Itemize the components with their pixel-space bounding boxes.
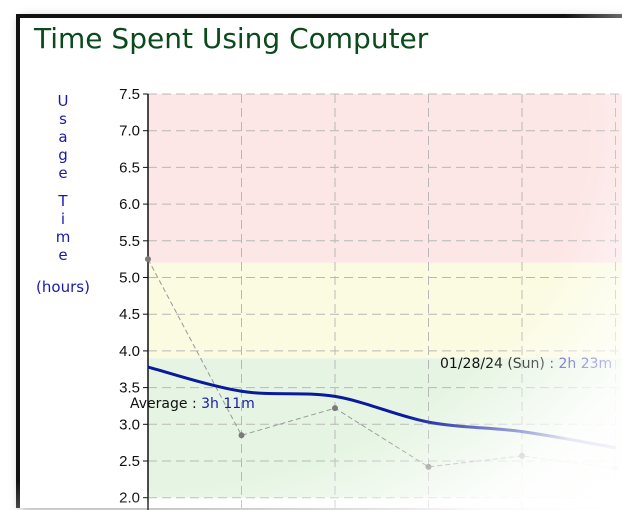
daily-usage-point (425, 463, 432, 470)
y-tick-label: 7.5 (119, 86, 140, 103)
y-tick-label: 6.0 (119, 196, 140, 213)
daily-usage-point (519, 452, 525, 459)
y-tick-label: 2.5 (119, 453, 140, 470)
daily-usage-point (612, 465, 619, 472)
daily-usage-point (145, 256, 151, 263)
y-tick-label: 4.5 (119, 306, 140, 323)
y-tick-label: 4.0 (119, 343, 140, 360)
y-tick-label: 2.0 (119, 490, 140, 507)
y-tick-label: 3.5 (119, 380, 140, 397)
daily-usage-point (238, 432, 245, 439)
y-tick-label: 6.5 (119, 159, 140, 176)
y-tick-label: 7.0 (119, 123, 140, 140)
y-axis: 7.5 7.0 6.5 6.0 5.5 5.0 4.5 4.0 3.5 3.0 2.5 2.0 (119, 86, 149, 510)
band-0 (148, 94, 622, 263)
y-tick-label: 3.0 (119, 416, 140, 433)
point-annotation: 01/28/24 (Sun) : 2h 23m (440, 356, 612, 372)
daily-usage-point (332, 405, 338, 412)
y-tick-label: 5.5 (119, 233, 140, 250)
band-2 (148, 358, 622, 498)
average-annotation: Average : 3h 11m (130, 396, 255, 412)
y-tick-label: 5.0 (119, 270, 140, 287)
